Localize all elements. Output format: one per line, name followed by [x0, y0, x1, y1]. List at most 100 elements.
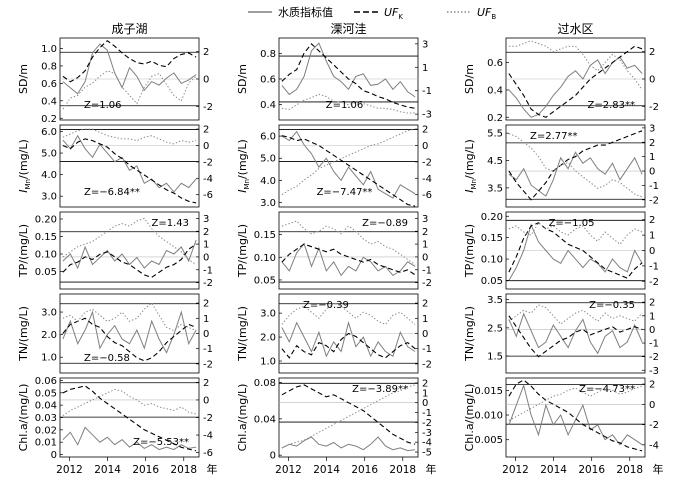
series-ufk: [62, 39, 197, 83]
series-ufb: [62, 302, 197, 332]
y2tick-label-4: 1: [649, 311, 655, 322]
ytick-label-1: 0.4: [41, 96, 57, 107]
ylabel: IMn/(mg/L): [463, 139, 478, 193]
y2tick-label-0: -3: [649, 366, 659, 377]
ytick-label-6: 0.06: [35, 376, 57, 387]
series-value: [62, 426, 197, 451]
y2tick-label-3: 0: [203, 395, 209, 406]
y2tick-label-2: -2: [422, 157, 432, 168]
ylabel: TP/(mg/L): [17, 224, 30, 278]
legend-label-2: UFB: [477, 6, 496, 21]
ytick-label-1: 0.010: [474, 411, 503, 422]
y2tick-label-3: 0: [649, 325, 655, 336]
ytick-label-3: 6.0: [41, 127, 57, 138]
ytick-label-2: 3.5: [487, 295, 503, 306]
y2tick-label-4: 2: [203, 125, 209, 136]
legend: 水质指标值 UFK UFB: [248, 5, 496, 21]
ylabel: Chl.a/(mg/L): [17, 384, 30, 452]
ylabel-sub: Mn: [24, 179, 32, 189]
series-value: [281, 242, 416, 277]
panel-frame: [278, 211, 419, 290]
series-ufk: [281, 43, 416, 109]
z-statistic: Z=−0.39: [303, 300, 349, 311]
y2tick-label-2: -2: [203, 157, 213, 168]
series-ufk: [281, 135, 416, 207]
series-ufk: [508, 315, 643, 358]
series-ufk: [62, 243, 197, 279]
xtick-label-2-3: 2018: [616, 464, 643, 476]
panel-3-0: 1.0 2.0 3.0 -2 -1 0 1 2 TN/(mg/L) Z=−0.58: [17, 293, 213, 374]
ytick-label-2: 0.8: [260, 49, 276, 60]
panel-1-0: 3.0 4.0 5.0 6.0 -6 -4 -2 0 2 IMn/(mg/L) Z=−6.84**: [17, 124, 213, 208]
panel-frame: [59, 124, 200, 208]
xtick-label-1-2: 2016: [351, 464, 378, 476]
series-value: [508, 151, 643, 197]
y2tick-label-0: -4: [649, 440, 659, 451]
z-statistic: Z=−5.53**: [133, 437, 189, 448]
ytick-label-1: 2.0: [41, 330, 57, 341]
y2tick-label-2: 0: [649, 246, 655, 257]
y2tick-label-5: 3: [203, 214, 209, 225]
xtick-label-1-3: 2018: [389, 464, 416, 476]
z-statistic: Z=2.83**: [588, 100, 636, 111]
legend-label-0: 水质指标值: [278, 5, 333, 19]
ylabel: SD/m: [463, 64, 476, 94]
y2tick-label-2: 0: [203, 252, 209, 263]
ytick-label-2: 0.6: [487, 58, 503, 69]
panel-frame: [505, 124, 646, 208]
series-ufk: [508, 222, 643, 279]
ylabel-unit: /(mg/L): [17, 139, 30, 179]
y2tick-label-2: 2: [203, 47, 209, 58]
xtick-label-0-0: 2012: [56, 464, 83, 476]
y2tick-label-0: -2: [203, 278, 213, 289]
y2tick-label-5: 3: [649, 123, 655, 134]
ytick-label-2: 0.15: [481, 233, 503, 244]
x-unit-1: 年: [426, 462, 437, 476]
ylabel-sub: Mn: [470, 179, 478, 189]
z-statistic: Z=1.43: [152, 218, 190, 229]
panel-frame: [278, 124, 419, 208]
series-ufk: [62, 317, 197, 362]
series-value: [62, 134, 197, 193]
panel-1-1: 3.0 4.0 5.0 6.0 -6 -4 -2 0 2 IMn/(mg/L) Z=−7.47**: [236, 124, 432, 209]
xtick-label-2-1: 2014: [540, 464, 567, 476]
ytick-label-2: 0.08: [254, 378, 276, 389]
y2tick-label-2: -2: [203, 413, 213, 424]
y2tick-label-3: 1: [649, 231, 655, 242]
y2tick-label-0: -6: [203, 190, 213, 201]
y2tick-label-6: 1: [422, 388, 428, 399]
y2tick-label-2: 0: [203, 329, 209, 340]
y2tick-label-1: -4: [203, 174, 213, 185]
ytick-label-1: 0.10: [481, 255, 503, 266]
z-statistic: Z=−6.84**: [84, 187, 140, 198]
ylabel: TN/(mg/L): [17, 306, 30, 362]
ytick-label-1: 2.5: [487, 323, 503, 334]
ylabel: TP/(mg/L): [463, 224, 476, 278]
y2tick-label-4: 2: [649, 138, 655, 149]
ytick-label-0: 0: [270, 451, 276, 462]
ylabel: TP/(mg/L): [236, 224, 249, 278]
panel-4-2: 0.005 0.010 0.015 -4 -2 0 2 Chl.a/(mg/L) Z=−4.73…: [463, 377, 659, 458]
ytick-label-0: 1.0: [260, 357, 276, 368]
z-statistic: Z=−7.47**: [317, 187, 373, 198]
series-ufk: [281, 243, 416, 276]
y2tick-label-3: 0: [203, 141, 209, 152]
series-ufb: [281, 128, 416, 196]
ytick-label-3: 0.8: [41, 61, 57, 72]
series-ufk: [508, 130, 643, 201]
series-value: [62, 239, 197, 270]
ytick-label-2: 5.5: [487, 129, 503, 140]
ytick-label-0: 0.4: [260, 100, 276, 111]
ytick-label-2: 0.15: [254, 230, 276, 241]
series-ufk: [62, 385, 197, 452]
panel-3-2: 1.5 2.5 3.5 -3 -2 -1 0 1 2 TN/(mg/L) Z=−0.35: [463, 293, 659, 377]
ytick-label-1: 0.4: [487, 85, 503, 96]
ytick-label-1: 4.0: [260, 176, 276, 187]
series-ufb: [62, 70, 197, 110]
z-statistic: Z=−0.35: [589, 300, 635, 311]
y2tick-label-0: -2: [422, 278, 432, 289]
ytick-label-0: 3.5: [487, 183, 503, 194]
panel-frame: [505, 293, 646, 374]
series-value: [62, 310, 197, 354]
